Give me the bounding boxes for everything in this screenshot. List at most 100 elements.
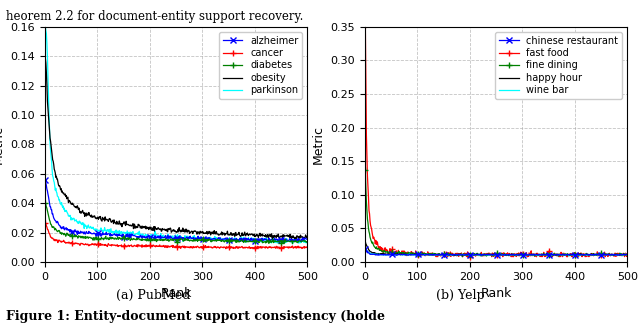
Line: obesity: obesity: [45, 58, 307, 240]
parkinson: [168, 236, 175, 240]
obesity: [256, 231, 264, 235]
alzheimer: [166, 236, 173, 240]
X-axis label: Rank: Rank: [160, 287, 192, 300]
diabetes: [289, 242, 296, 246]
Line: happy hour: happy hour: [365, 242, 627, 256]
alzheimer: [197, 237, 205, 241]
fine dining: [623, 253, 631, 257]
chinese restaurant: [488, 252, 495, 256]
parkinson: [298, 237, 305, 241]
Text: (b) Yelp: (b) Yelp: [436, 289, 485, 302]
cancer: [222, 247, 230, 251]
Line: cancer: cancer: [42, 220, 310, 251]
fast food: [486, 253, 494, 257]
diabetes: [183, 238, 191, 242]
obesity: [298, 235, 305, 239]
alzheimer: [183, 235, 191, 239]
alzheimer: [264, 240, 272, 244]
cancer: [166, 245, 173, 249]
wine bar: [503, 253, 511, 257]
Line: fast food: fast food: [362, 22, 630, 259]
parkinson: [197, 236, 205, 240]
fine dining: [459, 255, 467, 259]
chinese restaurant: [618, 253, 625, 257]
cancer: [183, 245, 191, 249]
parkinson: [166, 235, 173, 239]
diabetes: [298, 240, 305, 244]
fast food: [577, 251, 584, 255]
wine bar: [623, 253, 631, 257]
chinese restaurant: [362, 247, 369, 251]
happy hour: [504, 253, 511, 257]
happy hour: [488, 253, 495, 257]
Line: diabetes: diabetes: [42, 200, 310, 246]
fast food: [618, 253, 625, 257]
X-axis label: Rank: Rank: [480, 287, 512, 300]
diabetes: [256, 239, 264, 243]
obesity: [183, 228, 191, 233]
diabetes: [166, 239, 173, 243]
alzheimer: [256, 238, 264, 242]
happy hour: [486, 252, 494, 256]
Line: wine bar: wine bar: [365, 247, 627, 255]
wine bar: [517, 253, 525, 257]
alzheimer: [298, 239, 305, 243]
fast food: [518, 250, 525, 254]
wine bar: [583, 253, 591, 257]
cancer: [42, 221, 49, 225]
Text: Figure 1: Entity-document support consistency (holde: Figure 1: Entity-document support consis…: [6, 309, 385, 323]
Text: (a) PubMed: (a) PubMed: [116, 289, 191, 302]
obesity: [42, 56, 49, 60]
diabetes: [303, 240, 311, 244]
cancer: [257, 245, 264, 249]
chinese restaurant: [577, 253, 584, 257]
cancer: [168, 244, 175, 248]
fine dining: [618, 252, 625, 256]
cancer: [303, 245, 311, 249]
fine dining: [577, 252, 584, 256]
chinese restaurant: [392, 253, 400, 257]
Legend: chinese restaurant, fast food, fine dining, happy hour, wine bar: chinese restaurant, fast food, fine dini…: [495, 32, 622, 99]
chinese restaurant: [486, 253, 494, 257]
Line: alzheimer: alzheimer: [42, 177, 310, 245]
wine bar: [488, 253, 495, 257]
parkinson: [289, 242, 296, 246]
diabetes: [42, 201, 49, 205]
happy hour: [577, 252, 584, 256]
chinese restaurant: [504, 253, 511, 257]
fast food: [504, 251, 511, 255]
cancer: [298, 245, 305, 249]
parkinson: [183, 234, 191, 238]
happy hour: [415, 254, 423, 258]
wine bar: [576, 253, 584, 257]
fine dining: [488, 254, 495, 258]
fine dining: [518, 253, 525, 257]
Text: heorem 2.2 for document-entity support recovery.: heorem 2.2 for document-entity support r…: [6, 10, 304, 23]
obesity: [303, 235, 311, 239]
obesity: [166, 227, 173, 231]
chinese restaurant: [623, 253, 631, 257]
fast food: [623, 252, 631, 256]
cancer: [197, 245, 205, 249]
happy hour: [518, 253, 525, 257]
alzheimer: [168, 236, 175, 240]
diabetes: [197, 239, 205, 243]
diabetes: [168, 238, 175, 242]
Line: parkinson: parkinson: [45, 26, 307, 244]
fine dining: [504, 253, 511, 257]
chinese restaurant: [518, 252, 525, 256]
parkinson: [303, 241, 311, 245]
obesity: [197, 230, 205, 234]
fast food: [433, 255, 440, 259]
wine bar: [618, 252, 625, 256]
fast food: [362, 23, 369, 27]
alzheimer: [303, 238, 311, 242]
Legend: alzheimer, cancer, diabetes, obesity, parkinson: alzheimer, cancer, diabetes, obesity, pa…: [219, 32, 302, 99]
Line: chinese restaurant: chinese restaurant: [362, 246, 630, 258]
Line: fine dining: fine dining: [362, 168, 630, 259]
parkinson: [42, 24, 49, 28]
obesity: [292, 238, 300, 242]
fast food: [488, 255, 495, 259]
fine dining: [486, 252, 494, 256]
alzheimer: [42, 178, 49, 182]
